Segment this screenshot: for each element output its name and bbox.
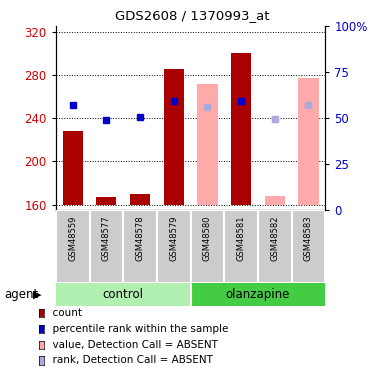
Bar <box>197 84 218 205</box>
Text: percentile rank within the sample: percentile rank within the sample <box>46 324 229 334</box>
Text: GSM48577: GSM48577 <box>102 216 111 261</box>
Text: GDS2608 / 1370993_at: GDS2608 / 1370993_at <box>115 9 270 22</box>
Bar <box>298 78 318 205</box>
Text: GSM48583: GSM48583 <box>304 216 313 261</box>
Bar <box>96 197 116 205</box>
Text: agent: agent <box>4 288 38 301</box>
Text: olanzapine: olanzapine <box>226 288 290 301</box>
Bar <box>191 283 325 306</box>
Bar <box>56 210 89 283</box>
Bar <box>231 53 251 205</box>
Bar <box>164 69 184 205</box>
Bar <box>258 210 292 283</box>
Text: control: control <box>103 288 144 301</box>
Bar <box>56 283 191 306</box>
Bar <box>265 196 285 205</box>
Text: GSM48582: GSM48582 <box>270 216 279 261</box>
Text: GSM48578: GSM48578 <box>136 216 144 261</box>
Bar <box>62 131 83 205</box>
Text: GSM48581: GSM48581 <box>237 216 246 261</box>
Text: GSM48579: GSM48579 <box>169 216 178 261</box>
Bar <box>130 194 150 205</box>
Text: value, Detection Call = ABSENT: value, Detection Call = ABSENT <box>46 340 218 350</box>
Bar <box>123 210 157 283</box>
Bar <box>89 210 123 283</box>
Text: count: count <box>46 308 82 318</box>
Bar <box>292 210 325 283</box>
Text: GSM48580: GSM48580 <box>203 216 212 261</box>
Bar <box>157 210 191 283</box>
Text: rank, Detection Call = ABSENT: rank, Detection Call = ABSENT <box>46 356 213 365</box>
Text: GSM48559: GSM48559 <box>68 216 77 261</box>
Text: ▶: ▶ <box>33 290 41 299</box>
Bar <box>191 210 224 283</box>
Bar <box>224 210 258 283</box>
